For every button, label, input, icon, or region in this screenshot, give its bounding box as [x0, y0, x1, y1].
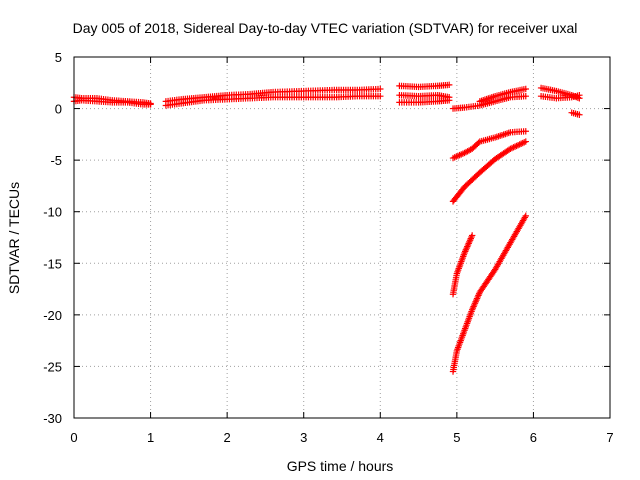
data-point: [522, 212, 529, 220]
y-tick-label: -5: [50, 153, 62, 168]
data-point: [508, 144, 516, 152]
data-point: [521, 139, 528, 146]
y-tick-label: -15: [43, 256, 62, 271]
data-point: [446, 97, 453, 104]
data-point: [517, 140, 525, 147]
x-axis-label: GPS time / hours: [287, 458, 394, 474]
series-track-f3: [568, 109, 583, 118]
x-tick-label: 0: [70, 430, 77, 445]
series-track-e: [476, 85, 529, 105]
x-tick-label: 2: [224, 430, 231, 445]
data-point: [377, 92, 384, 100]
data-point: [519, 139, 526, 147]
series-track-c1: [396, 81, 453, 91]
series-track-c2: [396, 91, 453, 101]
data-point: [522, 92, 529, 100]
data-points: [70, 81, 583, 375]
data-point: [468, 232, 476, 239]
series-track-c3: [396, 97, 453, 106]
data-point: [147, 100, 154, 107]
grid-lines: [74, 57, 610, 418]
data-point: [513, 142, 520, 150]
x-tick-label: 6: [530, 430, 537, 445]
data-point: [522, 128, 529, 135]
y-tick-label: 0: [55, 102, 62, 117]
axis-ticks: 0 1 2 3 4 5 6 7 5 0 -5 -10 -15 -20 -25 -30: [43, 50, 613, 445]
series-track-f2: [537, 91, 583, 102]
series-track-i: [449, 232, 476, 298]
series-track-j: [449, 212, 529, 375]
x-tick-label: 1: [147, 430, 154, 445]
x-tick-label: 3: [300, 430, 307, 445]
y-tick-label: -10: [43, 205, 62, 220]
series-band-b2: [162, 85, 384, 105]
data-point: [446, 81, 453, 89]
data-point: [514, 141, 522, 149]
series-track-g: [449, 128, 529, 162]
data-point: [377, 85, 384, 93]
data-point: [576, 91, 583, 99]
data-point: [522, 138, 529, 145]
y-tick-label: -25: [43, 359, 62, 374]
series-track-d: [449, 92, 529, 112]
x-tick-label: 5: [453, 430, 460, 445]
y-tick-label: 5: [55, 50, 62, 65]
x-tick-label: 4: [377, 430, 384, 445]
data-point: [522, 85, 529, 93]
chart-title: Day 005 of 2018, Sidereal Day-to-day VTE…: [73, 20, 578, 36]
plot-frame: [73, 56, 611, 419]
y-tick-label: -30: [43, 411, 62, 426]
data-point: [516, 141, 523, 148]
y-tick-label: -20: [43, 308, 62, 323]
data-point: [507, 145, 514, 152]
data-point: [510, 144, 517, 151]
data-point: [511, 143, 519, 150]
y-axis-label: SDTVAR / TECUs: [6, 182, 22, 294]
series-track-h: [449, 138, 529, 205]
x-tick-label: 7: [606, 430, 613, 445]
series-band-a2: [70, 94, 154, 107]
data-point: [576, 111, 583, 118]
